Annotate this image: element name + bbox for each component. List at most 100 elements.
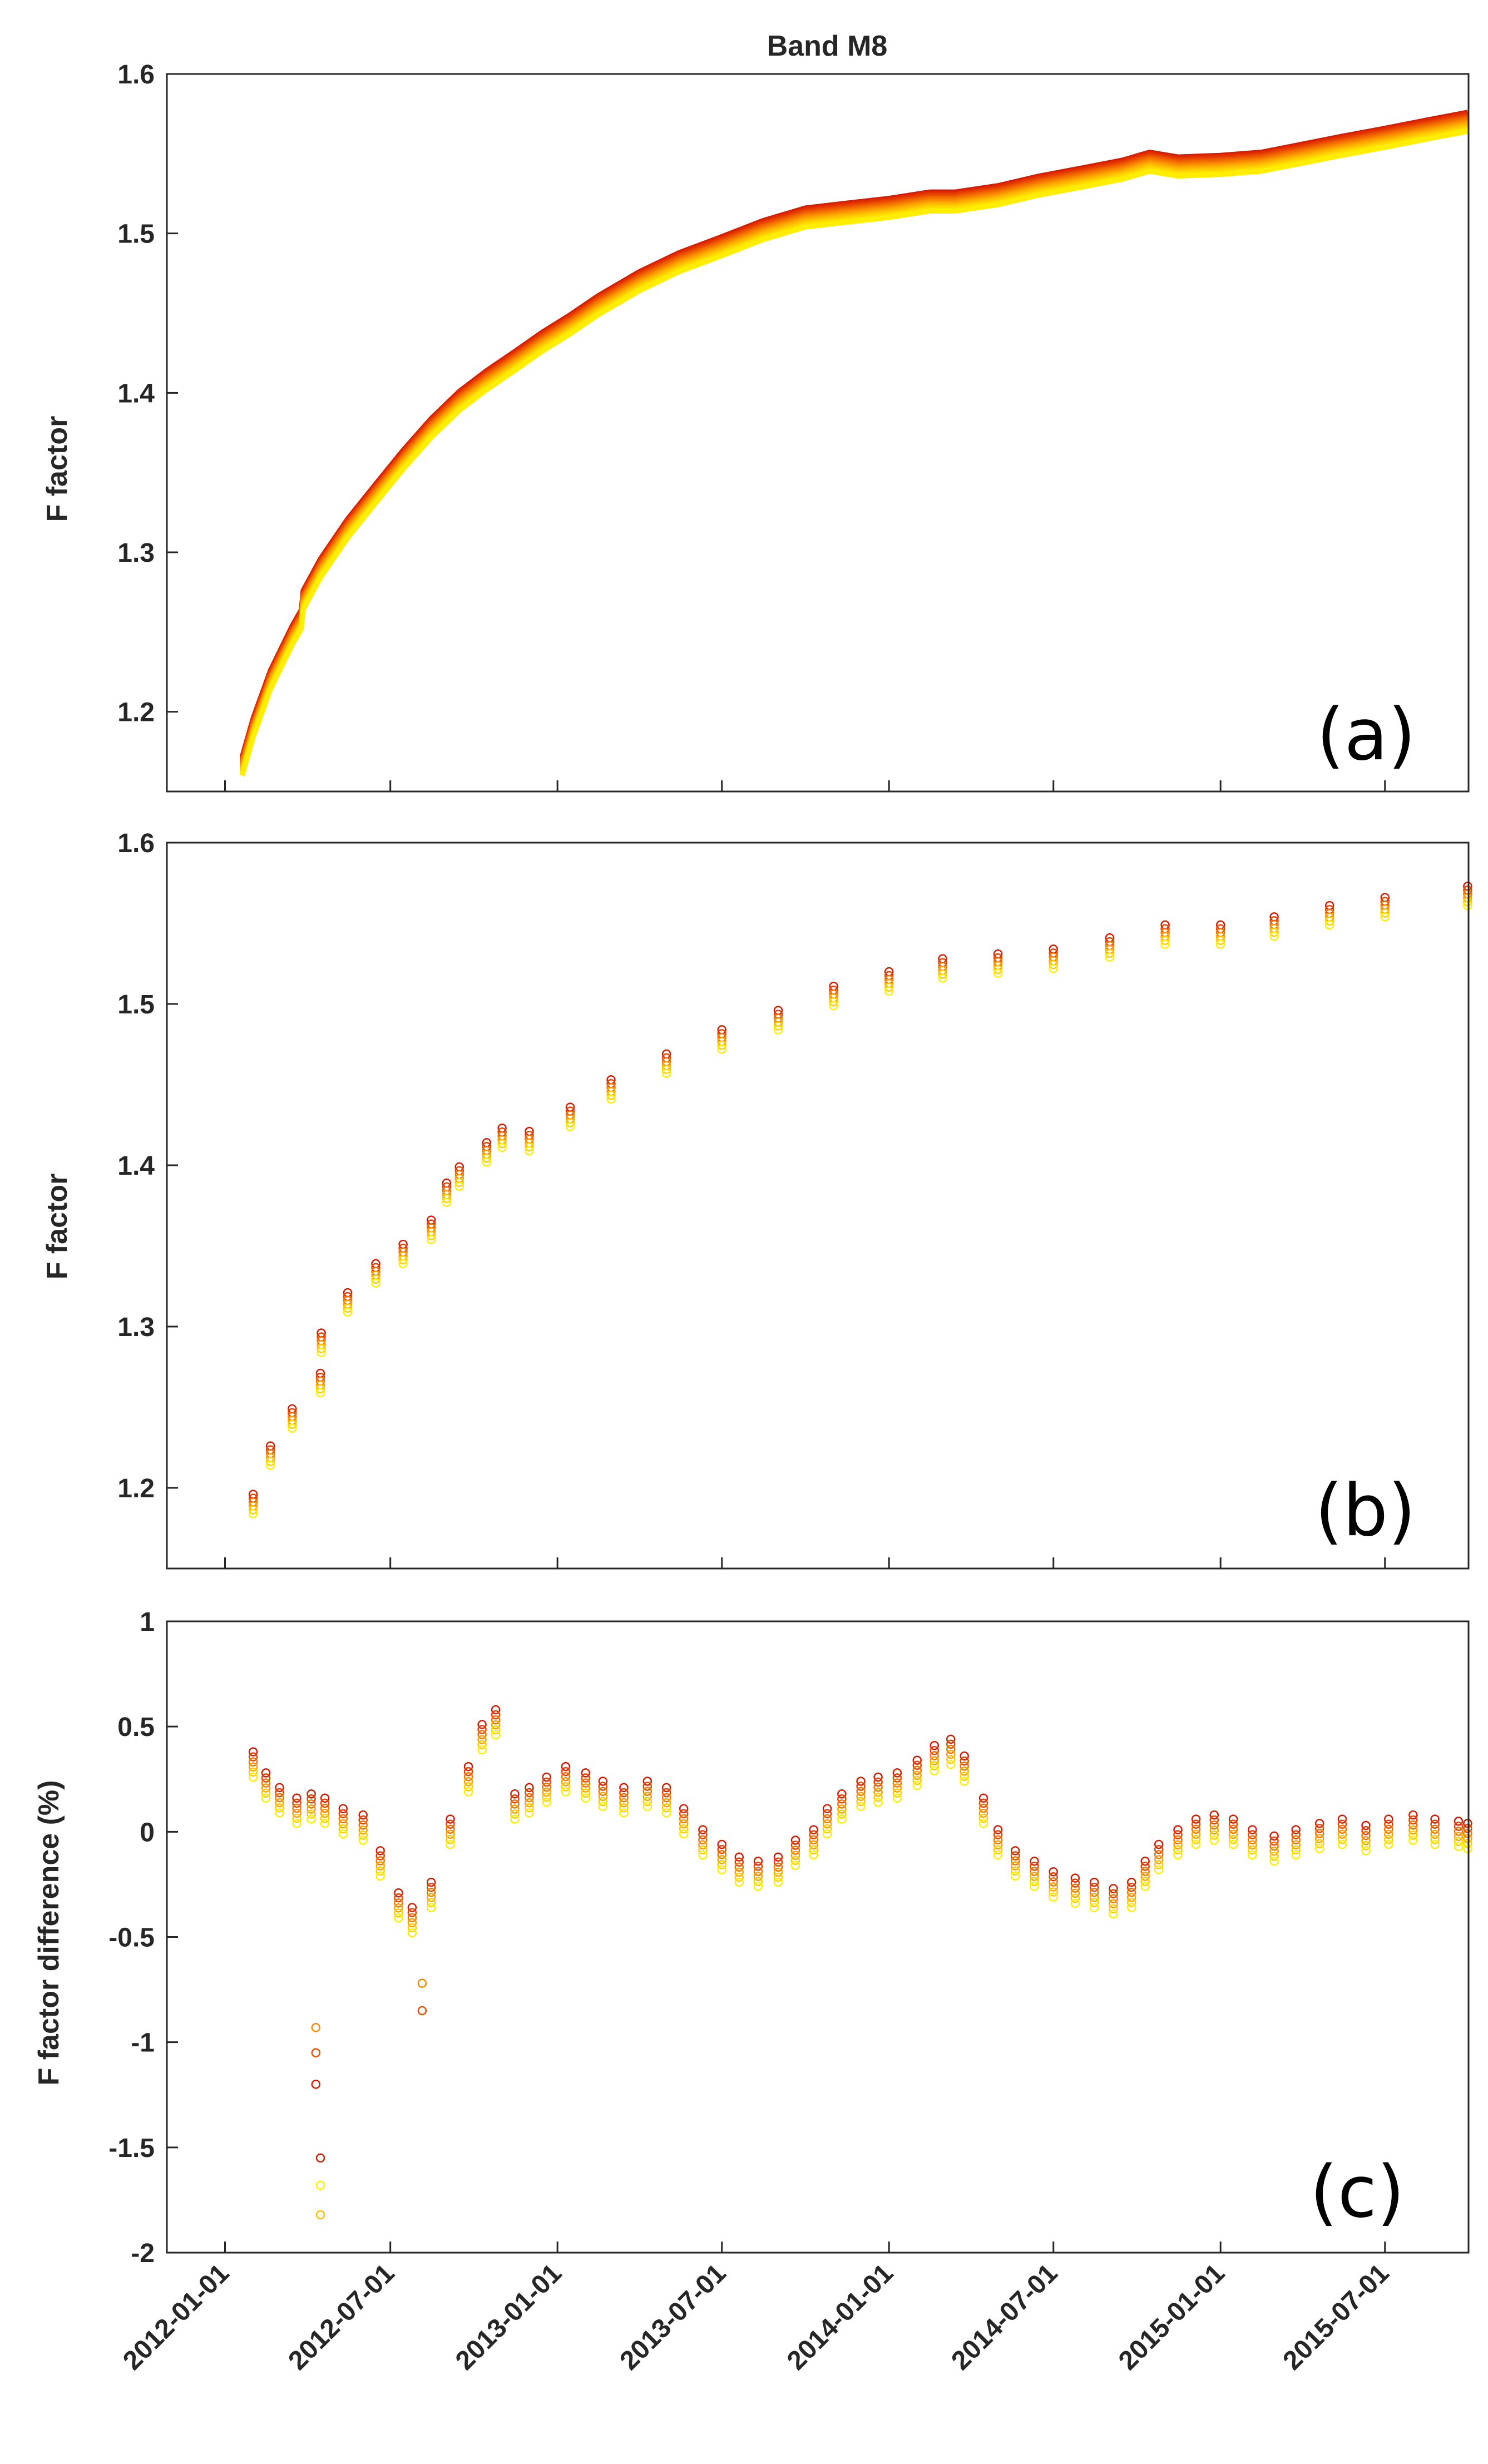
data-point [463,1782,473,1792]
data-point [542,1772,551,1782]
data-point [1291,1845,1301,1855]
data-point [978,1798,988,1808]
data-point [679,1824,689,1834]
data-point [773,1877,783,1887]
data-point [446,1819,455,1829]
data-point [491,1725,501,1735]
data-point [773,1862,783,1872]
data-point [248,1509,258,1518]
data-point [525,1783,534,1793]
ytick-label: 1.4 [117,379,155,408]
data-point [960,1751,969,1761]
data-point [1030,1862,1039,1871]
data-point [1160,939,1170,949]
data-point [1209,1835,1219,1845]
data-point [884,986,894,996]
data-point [1030,1877,1039,1886]
data-point [773,1021,783,1031]
ytick-label: 1.6 [117,60,155,90]
data-point [661,1803,671,1813]
data-point [892,1768,902,1778]
series-line [240,128,1469,776]
xtick-label: 2015-07-01 [1277,2258,1395,2376]
data-point [773,1852,783,1862]
data-point [1070,1888,1080,1898]
data-point [1463,1818,1472,1828]
data-point [407,1903,417,1912]
data-point [837,1814,847,1824]
data-point [1228,1839,1238,1849]
data-point [809,1830,818,1839]
data-point [1010,1846,1020,1856]
data-point [288,1423,297,1433]
data-point [698,1830,708,1839]
data-point [338,1814,348,1824]
ytick-label: 1.5 [117,990,155,1020]
data-point [275,1783,284,1793]
data-point [1049,963,1058,973]
data-point [338,1829,348,1839]
data-point [1070,1873,1080,1883]
data-point [753,1872,763,1881]
data-point [960,1772,969,1781]
data-point [482,1153,492,1163]
data-point [581,1773,591,1783]
ylabel-b: F factor [41,1174,73,1280]
data-point [446,1839,455,1849]
data-point [1408,1815,1418,1825]
data-point [717,1849,726,1859]
data-point [809,1840,818,1850]
data-point [525,1798,534,1808]
data-point [338,1819,348,1829]
data-point [642,1782,652,1791]
data-point [525,1793,534,1803]
series-b [248,882,1472,1518]
data-point [1248,1825,1257,1834]
data-point [1314,1839,1324,1848]
data-point [717,1855,726,1864]
data-point [491,1715,501,1725]
data-point [1314,1824,1324,1833]
data-point [960,1756,969,1766]
data-point [1126,1877,1136,1887]
data-point [446,1824,455,1834]
data-point [1380,908,1390,918]
data-point [375,1851,385,1861]
data-point [598,1777,608,1786]
data-point [307,1799,316,1809]
data-point [1070,1898,1080,1908]
data-point [1010,1856,1020,1866]
data-point [463,1777,473,1787]
data-point [837,1794,847,1804]
outlier-point [311,2080,321,2089]
data-point [1049,959,1058,969]
data-point [1337,1839,1347,1849]
data-point [407,1913,417,1922]
xtick-label: 2015-01-01 [1113,2258,1230,2376]
data-point [482,1157,492,1167]
data-point [497,1139,507,1149]
figure-title: Band M8 [767,30,888,62]
data-point [873,1782,883,1792]
outlier-point [315,2180,325,2190]
data-point [960,1762,969,1771]
data-point [261,1778,271,1788]
data-point [1269,931,1279,941]
data-point [1070,1878,1080,1888]
panel-c: F factor difference (%) -2 -1.5 -1 -0.5 0 0.5… [33,1607,1472,2268]
data-point [491,1720,501,1730]
data-point [307,1794,316,1804]
data-point [1010,1851,1020,1861]
data-point [642,1787,652,1796]
data-point [679,1804,689,1813]
data-point [946,1760,956,1769]
ytick-label: 1.6 [117,829,155,858]
data-point [619,1783,629,1793]
data-point [1173,1845,1183,1855]
data-point [446,1829,455,1839]
axis-box-c [166,1620,1470,2254]
data-point [307,1804,316,1814]
data-point [1109,1909,1118,1919]
data-point [1154,1855,1164,1864]
